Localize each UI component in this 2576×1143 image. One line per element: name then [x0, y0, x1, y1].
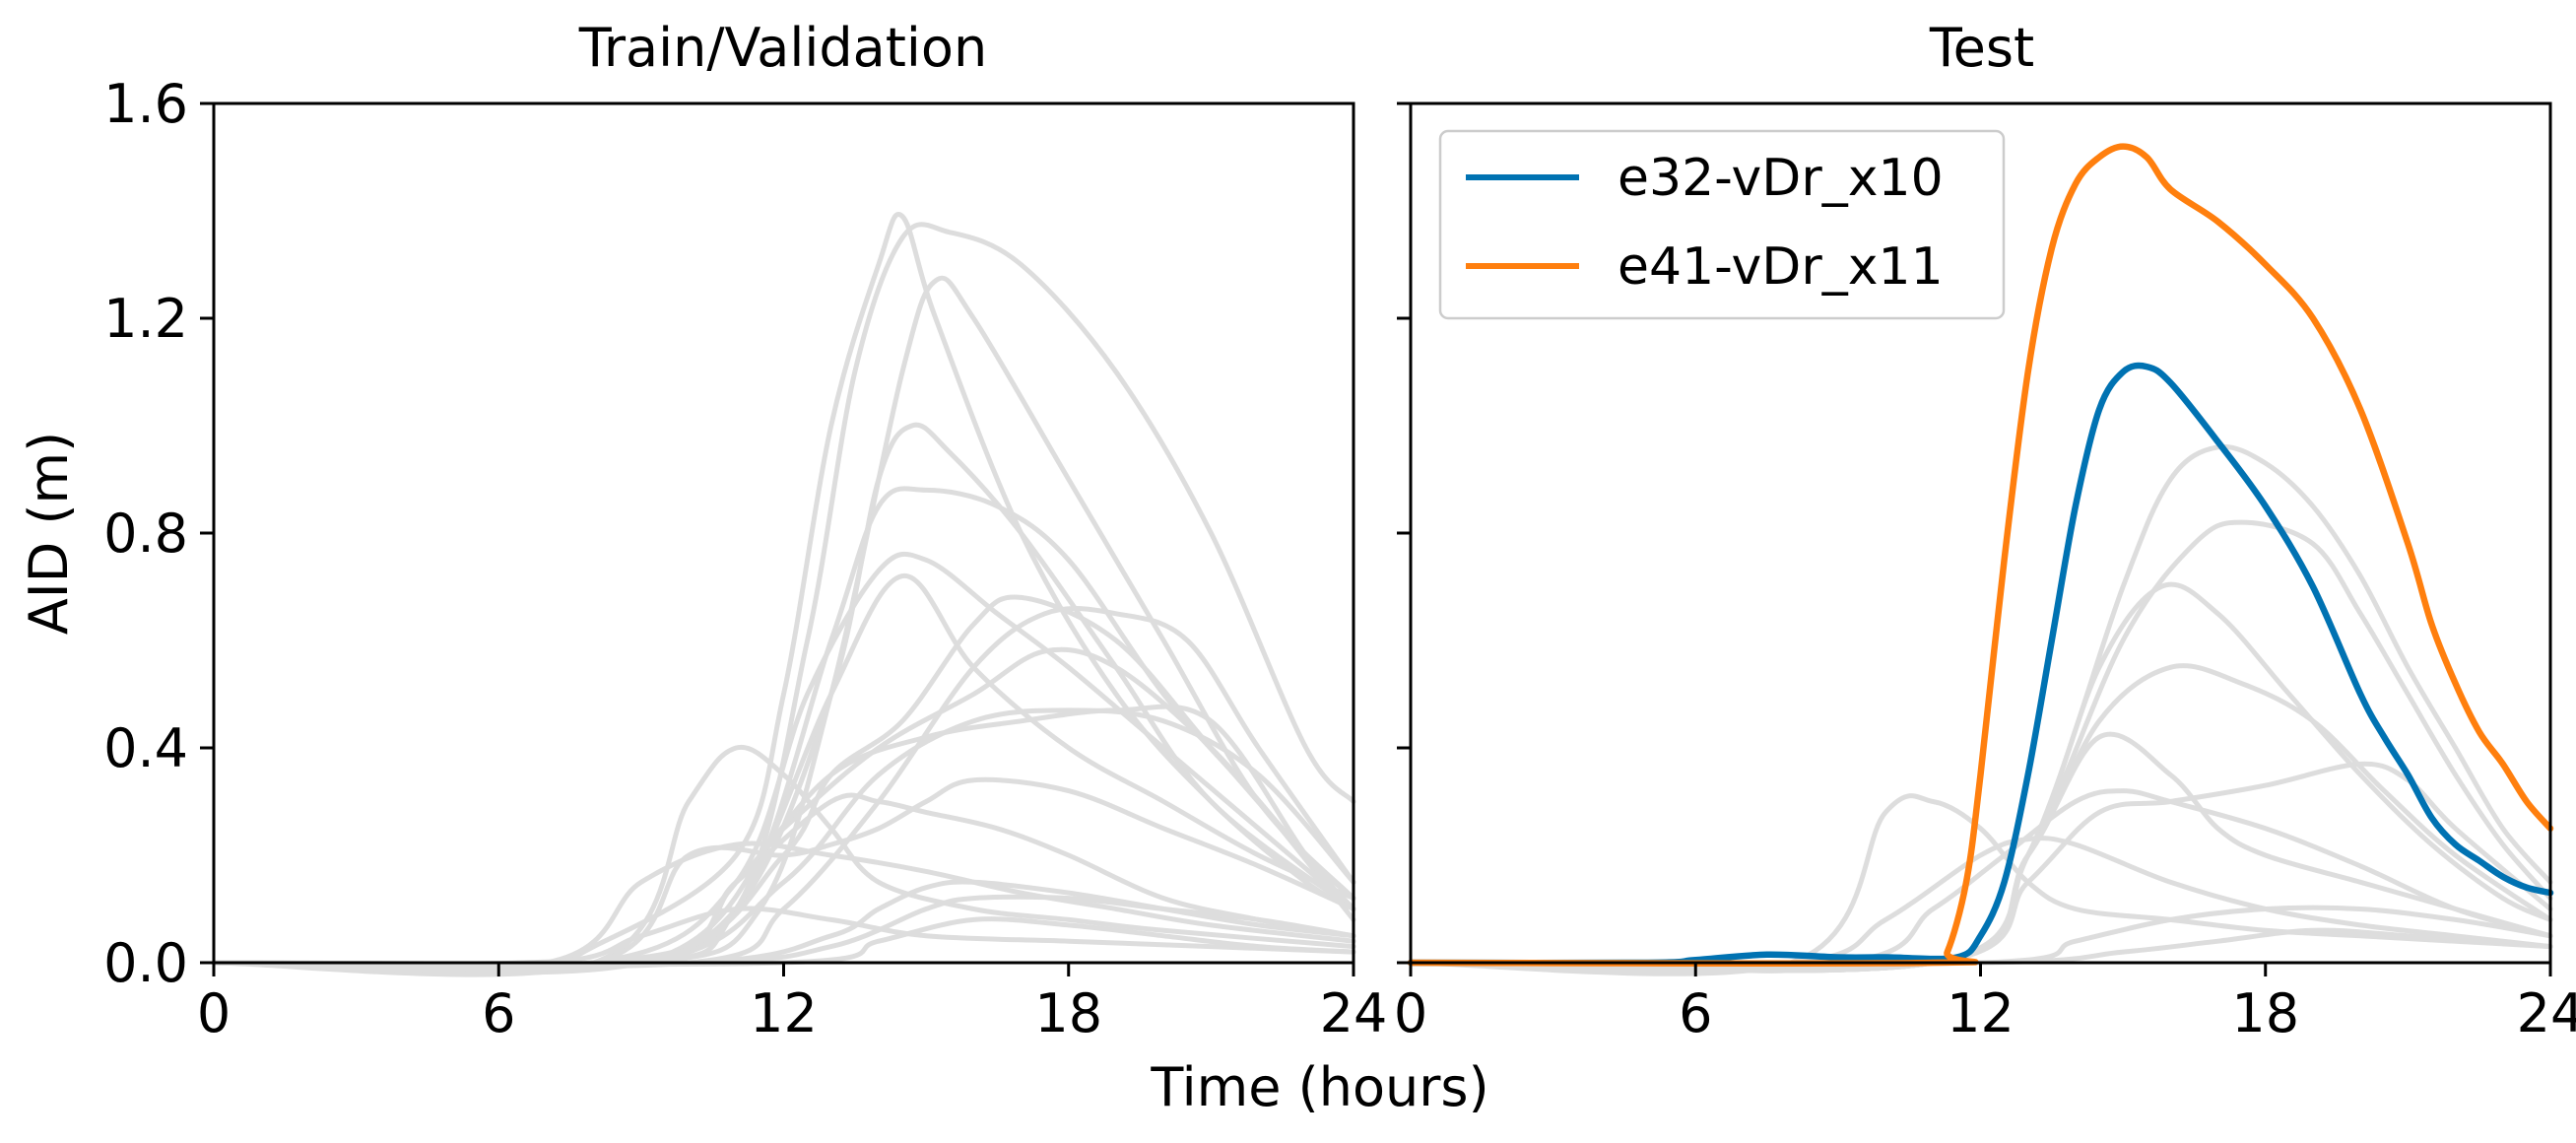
chart-title-test: Test	[1929, 17, 2034, 79]
background-line-a-20	[211, 916, 1356, 968]
y-tick-label-1.2: 1.2	[103, 288, 188, 350]
legend-label-e41: e41-vDr_x11	[1618, 237, 1944, 297]
legend-label-e32: e32-vDr_x10	[1618, 149, 1944, 208]
ticks-train-validation: 0 6 12 18 24 0.0 0.4 0.8 1.2 1.6	[103, 73, 1387, 1044]
background-line-b-6	[1408, 761, 2553, 972]
x-tick-label-a-12: 12	[750, 982, 818, 1044]
y-tick-label-0.8: 0.8	[103, 503, 188, 565]
x-tick-label-b-0: 0	[1394, 982, 1427, 1044]
y-tick-label-1.6: 1.6	[103, 73, 188, 135]
background-line-b-4	[1408, 663, 2553, 974]
x-tick-label-a-18: 18	[1034, 982, 1102, 1044]
chart-title-train-validation: Train/Validation	[578, 17, 987, 79]
legend-box	[1438, 129, 2006, 320]
panel-test: Test 0 6 12 18 24 e32-vDr_x10 e41-vDr_x11	[1394, 17, 2576, 1044]
x-tick-label-b-18: 18	[2231, 982, 2299, 1044]
panel-train-validation: Train/Validation 0 6 12 18 24 0.0 0.4 0.8 1.2 1.6…	[18, 17, 1387, 1044]
x-tick-label-b-12: 12	[1947, 982, 2015, 1044]
plot-area-train-validation	[211, 212, 1356, 977]
x-tick-label-b-24: 24	[2517, 982, 2576, 1044]
x-tick-label-a-24: 24	[1320, 982, 1388, 1044]
legend: e32-vDr_x10 e41-vDr_x11	[1438, 129, 2006, 320]
x-axis-label: Time (hours)	[1150, 1056, 1488, 1118]
x-tick-label-b-6: 6	[1679, 982, 1712, 1044]
series-line-e32-vDr_x10	[1407, 362, 2554, 967]
background-line-a-1	[211, 212, 1356, 967]
background-line-a-3	[211, 275, 1356, 970]
background-line-a-14	[211, 776, 1356, 974]
series-line-e41-vDr_x11	[1407, 143, 2554, 968]
plot-area-test	[1407, 143, 2554, 976]
x-tick-label-a-6: 6	[482, 982, 515, 1044]
y-axis-label: AID (m)	[18, 432, 80, 635]
y-tick-label-0.4: 0.4	[103, 717, 188, 779]
x-tick-label-a-0: 0	[197, 982, 231, 1044]
ticks-test: 0 6 12 18 24	[1394, 101, 2576, 1044]
background-line-a-6	[211, 551, 1356, 972]
y-tick-label-0.0: 0.0	[103, 932, 188, 994]
background-line-b-1	[1408, 443, 2553, 974]
